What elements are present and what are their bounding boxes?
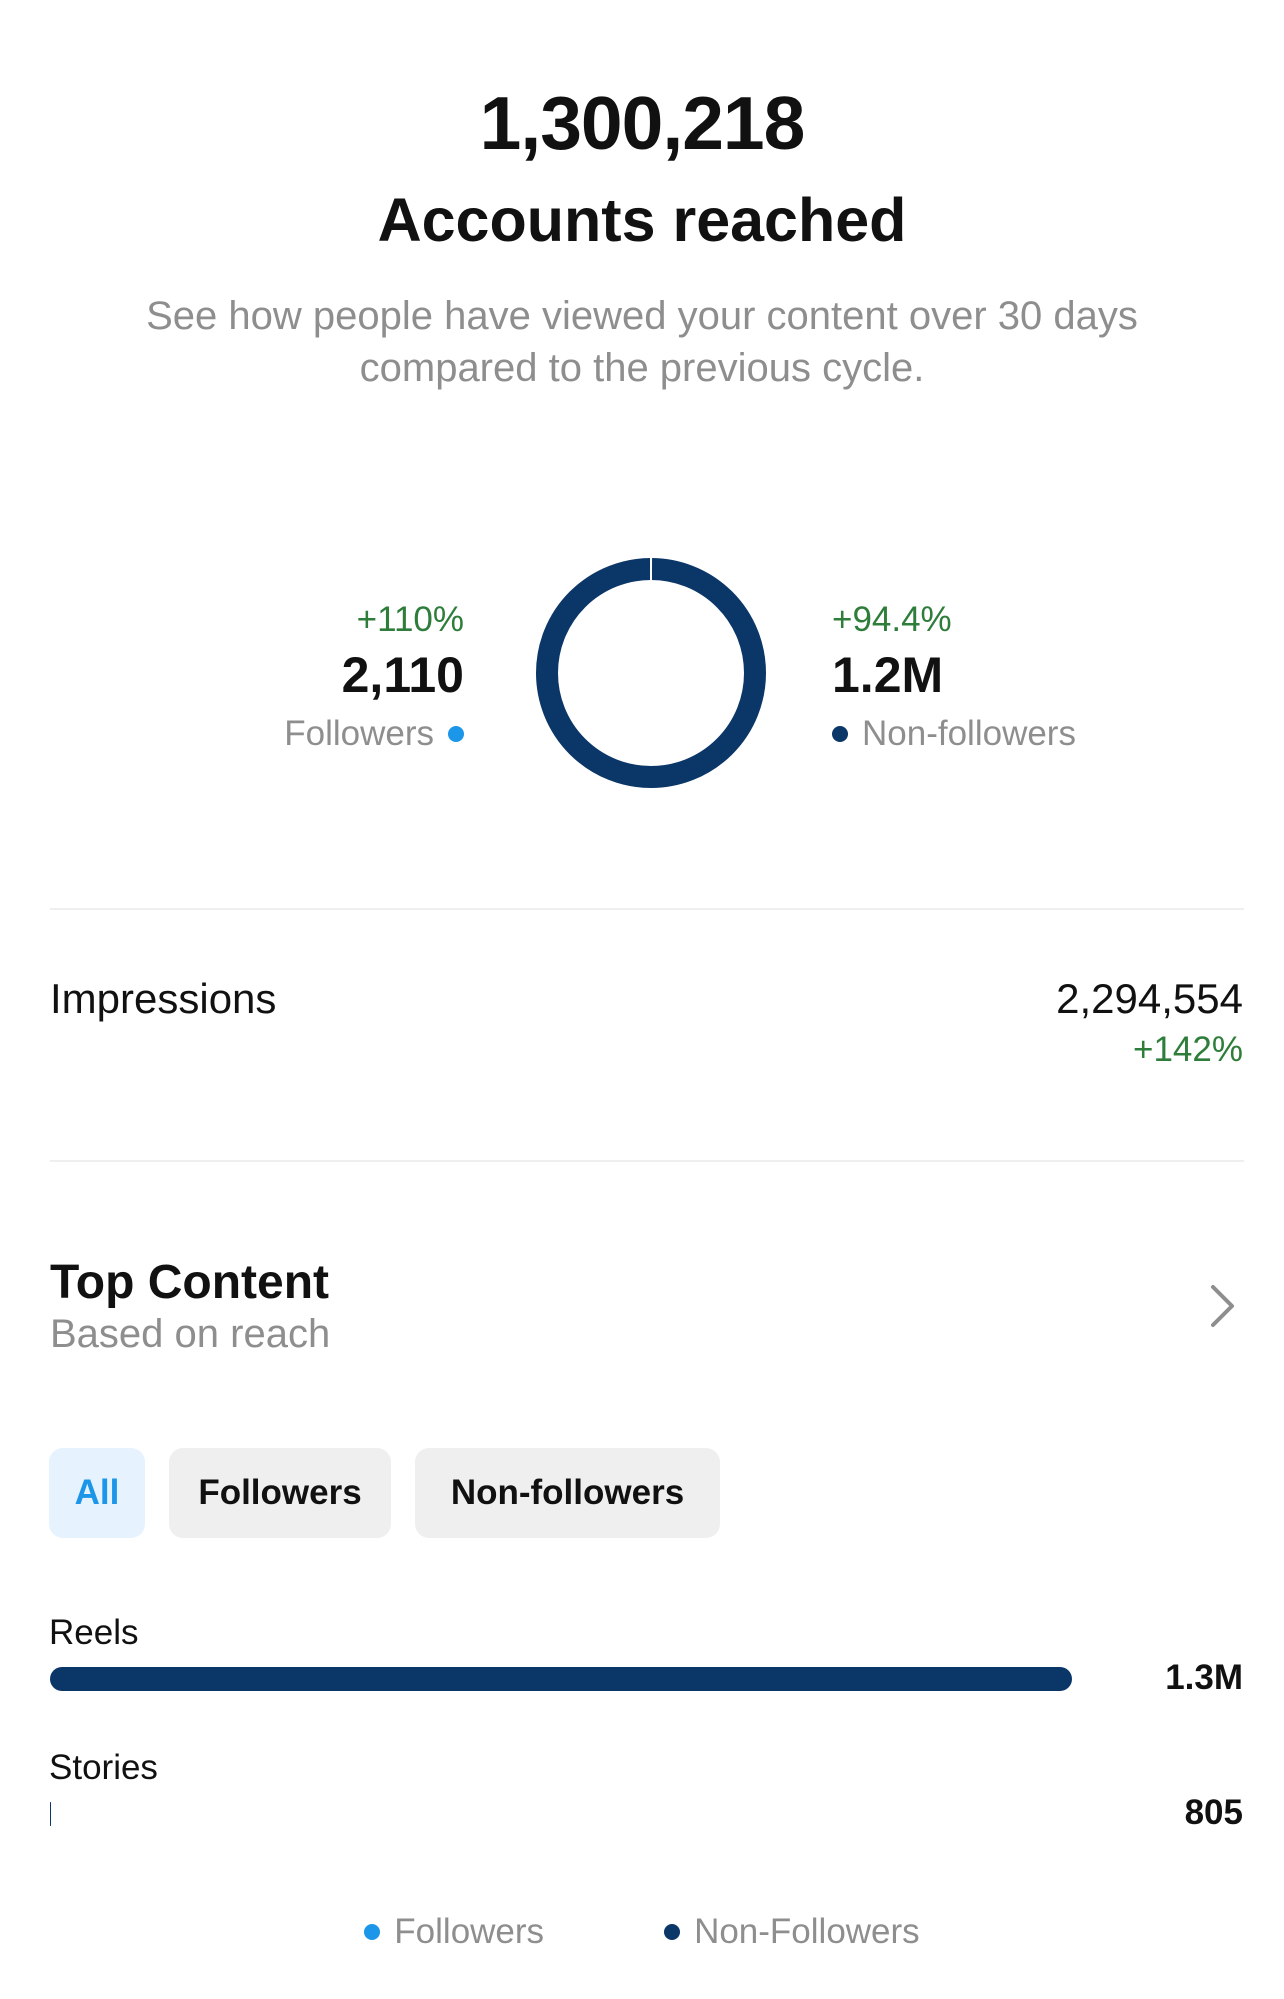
accounts-reached-description: See how people have viewed your content … bbox=[146, 294, 1138, 390]
filter-all-button[interactable]: All bbox=[49, 1448, 145, 1538]
followers-dot-icon bbox=[448, 726, 464, 742]
non-followers-label-row: Non-followers bbox=[832, 714, 1076, 754]
followers-label-row: Followers bbox=[284, 714, 464, 754]
category-label-reels: Reels bbox=[49, 1613, 139, 1652]
legend-item-followers: Followers bbox=[364, 1912, 544, 1952]
followers-label: Followers bbox=[284, 714, 434, 753]
divider bbox=[50, 1160, 1244, 1162]
non-followers-change: +94.4% bbox=[832, 600, 952, 639]
category-value-reels: 1.3M bbox=[1165, 1658, 1243, 1697]
category-value-stories: 805 bbox=[1184, 1793, 1243, 1832]
audience-donut-chart bbox=[536, 558, 766, 788]
legend-followers-label: Followers bbox=[394, 1912, 545, 1951]
non-followers-dot-icon bbox=[832, 726, 848, 742]
filter-followers-button[interactable]: Followers bbox=[169, 1448, 391, 1538]
top-content-subtitle: Based on reach bbox=[50, 1312, 331, 1356]
impressions-value: 2,294,554 bbox=[1056, 975, 1243, 1022]
legend-followers-dot-icon bbox=[364, 1924, 381, 1940]
non-followers-stat: +94.4% 1.2M Non-followers bbox=[832, 600, 1076, 754]
chevron-right-icon[interactable] bbox=[1208, 1283, 1238, 1329]
top-content-title[interactable]: Top Content bbox=[50, 1256, 330, 1309]
category-bar-fill-stories bbox=[50, 1802, 51, 1826]
chart-legend: Followers Non-Followers bbox=[0, 1912, 1284, 1952]
category-bar-stories bbox=[50, 1802, 1072, 1826]
divider bbox=[50, 908, 1244, 910]
legend-non-followers-label: Non-Followers bbox=[694, 1912, 920, 1951]
accounts-reached-total: 1,300,218 bbox=[479, 81, 806, 165]
donut-non-followers-segment bbox=[536, 558, 766, 788]
impressions-change: +142% bbox=[1133, 1030, 1243, 1069]
filter-non-followers-button[interactable]: Non-followers bbox=[415, 1448, 720, 1538]
category-bar-fill-reels bbox=[50, 1667, 1072, 1691]
legend-item-non-followers: Non-Followers bbox=[664, 1912, 920, 1952]
followers-change: +110% bbox=[356, 600, 464, 639]
impressions-label: Impressions bbox=[50, 975, 277, 1022]
non-followers-value: 1.2M bbox=[832, 647, 944, 703]
category-bar-reels bbox=[50, 1667, 1072, 1691]
followers-stat: +110% 2,110 Followers bbox=[284, 600, 464, 754]
followers-value: 2,110 bbox=[341, 647, 464, 703]
accounts-reached-title: Accounts reached bbox=[377, 186, 907, 254]
category-label-stories: Stories bbox=[49, 1748, 158, 1787]
non-followers-label: Non-followers bbox=[862, 714, 1076, 753]
legend-non-followers-dot-icon bbox=[664, 1924, 681, 1940]
